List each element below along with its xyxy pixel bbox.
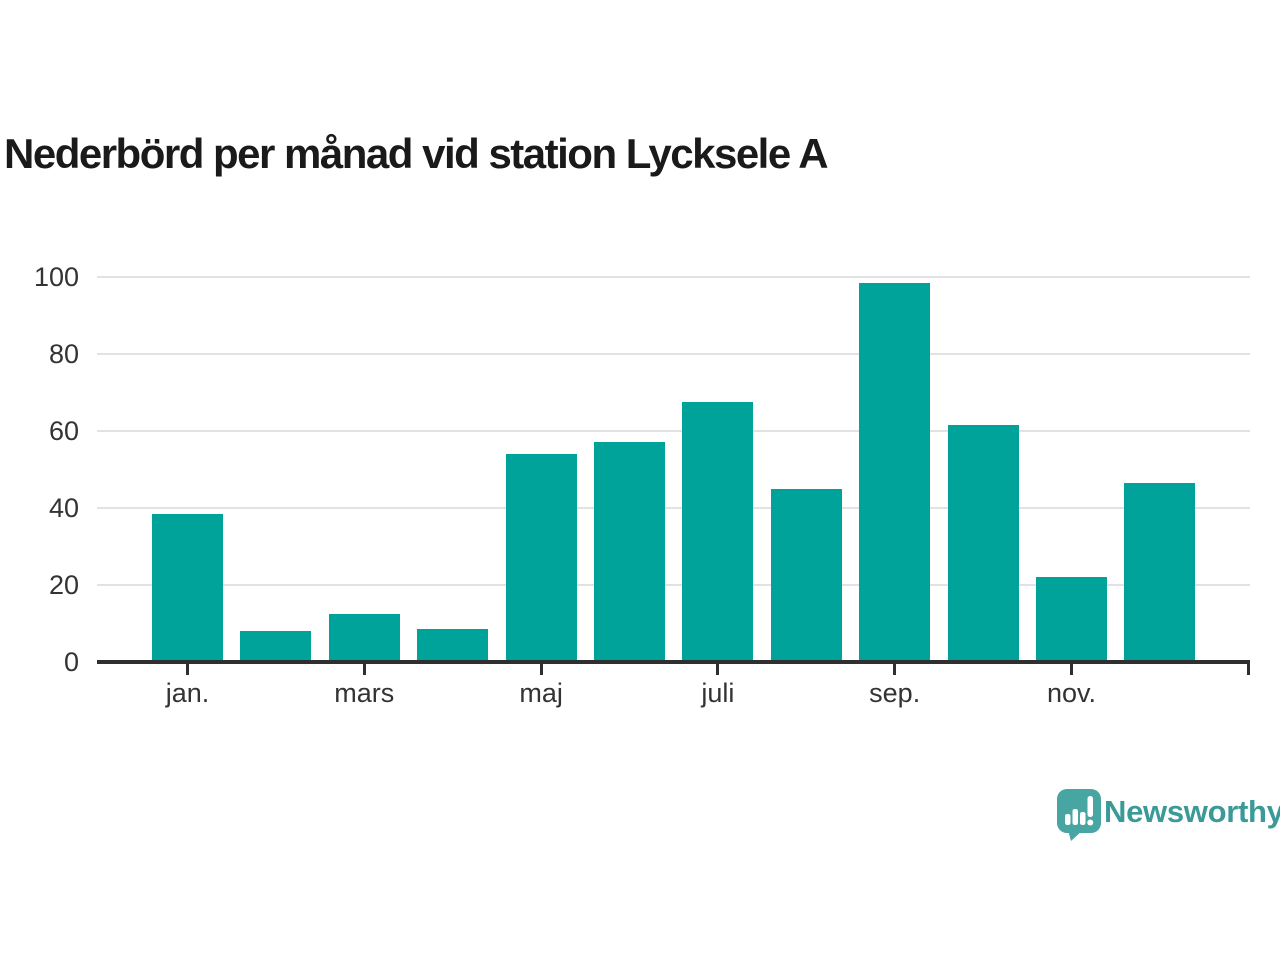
- bar-feb: [240, 631, 312, 660]
- x-axis-end-tick: [1247, 664, 1250, 675]
- x-axis-line: [97, 660, 1250, 664]
- bar-dec: [1124, 482, 1196, 660]
- gridline-100: [97, 276, 1250, 278]
- x-axis-label-juli: juli: [701, 678, 735, 708]
- x-tick-juli: [716, 664, 720, 675]
- x-tick-sep: [893, 664, 897, 675]
- bar-apr: [417, 629, 489, 660]
- bar-jun: [594, 442, 665, 660]
- x-axis-label-jan: jan.: [165, 678, 210, 708]
- bar-okt: [947, 425, 1019, 660]
- gridline-20: [97, 584, 1250, 586]
- y-axis-label-0: 0: [63, 647, 79, 677]
- x-axis-label-nov: nov.: [1046, 678, 1097, 708]
- y-axis-label-20: 20: [48, 570, 79, 600]
- x-axis-label-mars: mars: [334, 678, 395, 708]
- newsworthy-bar-chart-icon: [1057, 789, 1101, 841]
- x-tick-maj: [539, 664, 543, 675]
- gridline-40: [97, 507, 1250, 509]
- bar-aug: [770, 488, 842, 660]
- newsworthy-logo: Newsworthy: [1056, 788, 1280, 844]
- bar-maj: [505, 454, 577, 660]
- y-axis-label-100: 100: [33, 262, 79, 292]
- y-axis-label-60: 60: [48, 416, 79, 446]
- x-tick-jan: [186, 664, 189, 675]
- gridline-60: [97, 430, 1250, 432]
- newsworthy-logo-text: Newsworthy: [1104, 794, 1280, 829]
- bar-sep: [859, 282, 931, 660]
- x-tick-nov: [1070, 664, 1073, 675]
- bar-nov: [1036, 577, 1107, 660]
- bar-mars: [328, 613, 400, 660]
- x-axis-label-sep: sep.: [869, 678, 921, 708]
- x-axis-label-maj: maj: [519, 678, 563, 708]
- x-tick-mars: [362, 664, 366, 675]
- gridline-80: [97, 353, 1250, 355]
- bar-jan: [152, 513, 223, 660]
- plot-area: jan. mars maj juli sep. nov.: [97, 276, 1250, 708]
- bar-juli: [682, 402, 754, 660]
- y-axis-label-40: 40: [48, 493, 79, 523]
- y-axis-label-80: 80: [48, 339, 79, 369]
- chart-title: Nederbörd per månad vid station Lycksele…: [4, 130, 829, 177]
